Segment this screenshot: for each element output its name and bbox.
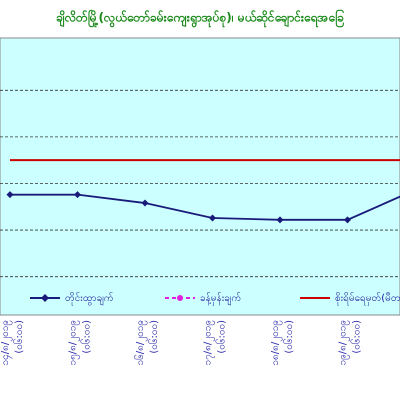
data-point — [74, 191, 81, 199]
data-point — [6, 191, 14, 199]
legend-marker — [41, 294, 49, 302]
x-tick-label: ၁၄/၈/၂၀၁၉ — [0, 320, 13, 366]
x-tick-time: (၀၆:၀၀) — [147, 320, 160, 354]
data-point — [141, 199, 149, 207]
data-point — [344, 216, 351, 224]
x-tick-time: (၀၆:၀၀) — [215, 320, 228, 354]
x-tick-time: (၀၆:၀၀) — [80, 320, 93, 354]
x-tick-time: (၀၆:၀၀) — [350, 320, 363, 354]
x-tick-time: (၀၆:၀၀) — [282, 320, 295, 354]
legend-label: တိုင်းထွာချက် — [65, 291, 114, 306]
data-point — [209, 214, 216, 222]
plot-background — [0, 37, 400, 316]
legend-label: စိုးရိမ်ရေမှတ်(မီတာ) — [335, 291, 400, 306]
chart-title: ချိလိတ်မြို့(လွယ်တော်ခမ်းကျေးရွာအုပ်စု)၊… — [56, 8, 345, 29]
data-point — [276, 216, 284, 224]
legend-marker — [177, 295, 183, 301]
x-tick-label: ၁၅/၈/၂၀၁၉ — [68, 320, 81, 366]
x-tick-time: (၀၆:၀၀) — [12, 320, 25, 354]
x-tick-label: ၁၉/၈/၂၀၁၉ — [338, 320, 351, 366]
legend-label: ခန့်မှန်းချက် — [200, 291, 241, 306]
x-tick-label: ၁၆/၈/၂၀၁၉ — [133, 320, 148, 366]
x-tick-label: ၁၈/၈/၂၀၁၉ — [270, 320, 283, 366]
x-tick-label: ၁၇/၈/၂၀၁၉ — [203, 320, 216, 366]
